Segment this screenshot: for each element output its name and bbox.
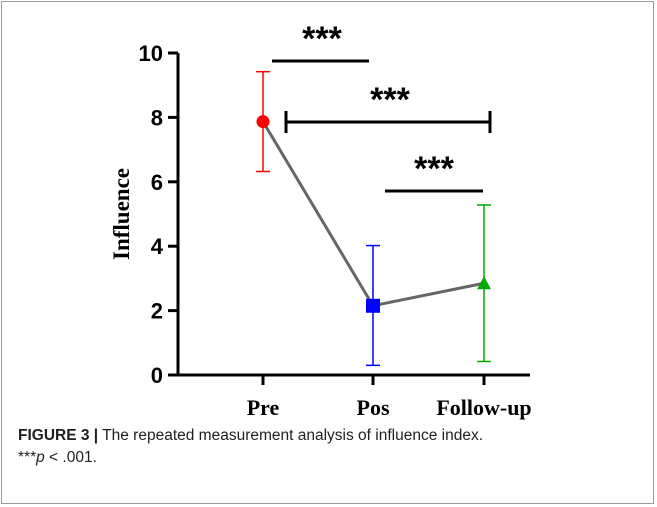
x-tick-label: Follow-up: [436, 395, 531, 420]
chart-marks: [256, 70, 491, 367]
note-p: p: [36, 449, 45, 466]
sig-label: ***: [414, 150, 454, 188]
chart-axes: 0 2 4 6 8 10 Pre Pos Follow-up Influence: [109, 41, 532, 420]
y-tick-label: 4: [151, 234, 164, 259]
data-point-pos: [366, 298, 380, 313]
y-tick-label: 6: [151, 170, 163, 195]
figure-label: FIGURE 3 |: [18, 427, 99, 444]
caption-text: The repeated measurement analysis of inf…: [98, 427, 483, 444]
y-axis-label: Influence: [109, 168, 134, 260]
y-tick-label: 8: [151, 105, 163, 130]
y-tick-label: 2: [151, 299, 163, 324]
data-point-follow-up: [477, 276, 491, 290]
x-tick-label: Pre: [247, 395, 280, 420]
sig-label: ***: [302, 20, 342, 58]
y-tick-label: 0: [151, 363, 163, 388]
figure-caption: FIGURE 3 | The repeated measurement anal…: [18, 425, 638, 469]
note-rest: < .001.: [44, 449, 97, 466]
x-tick-label: Pos: [357, 395, 390, 420]
sig-label: ***: [370, 81, 410, 119]
data-point-pre: [256, 115, 270, 129]
note-stars: ***: [18, 449, 37, 466]
y-tick-label: 10: [139, 41, 163, 66]
significance-brackets: *********: [272, 20, 492, 193]
